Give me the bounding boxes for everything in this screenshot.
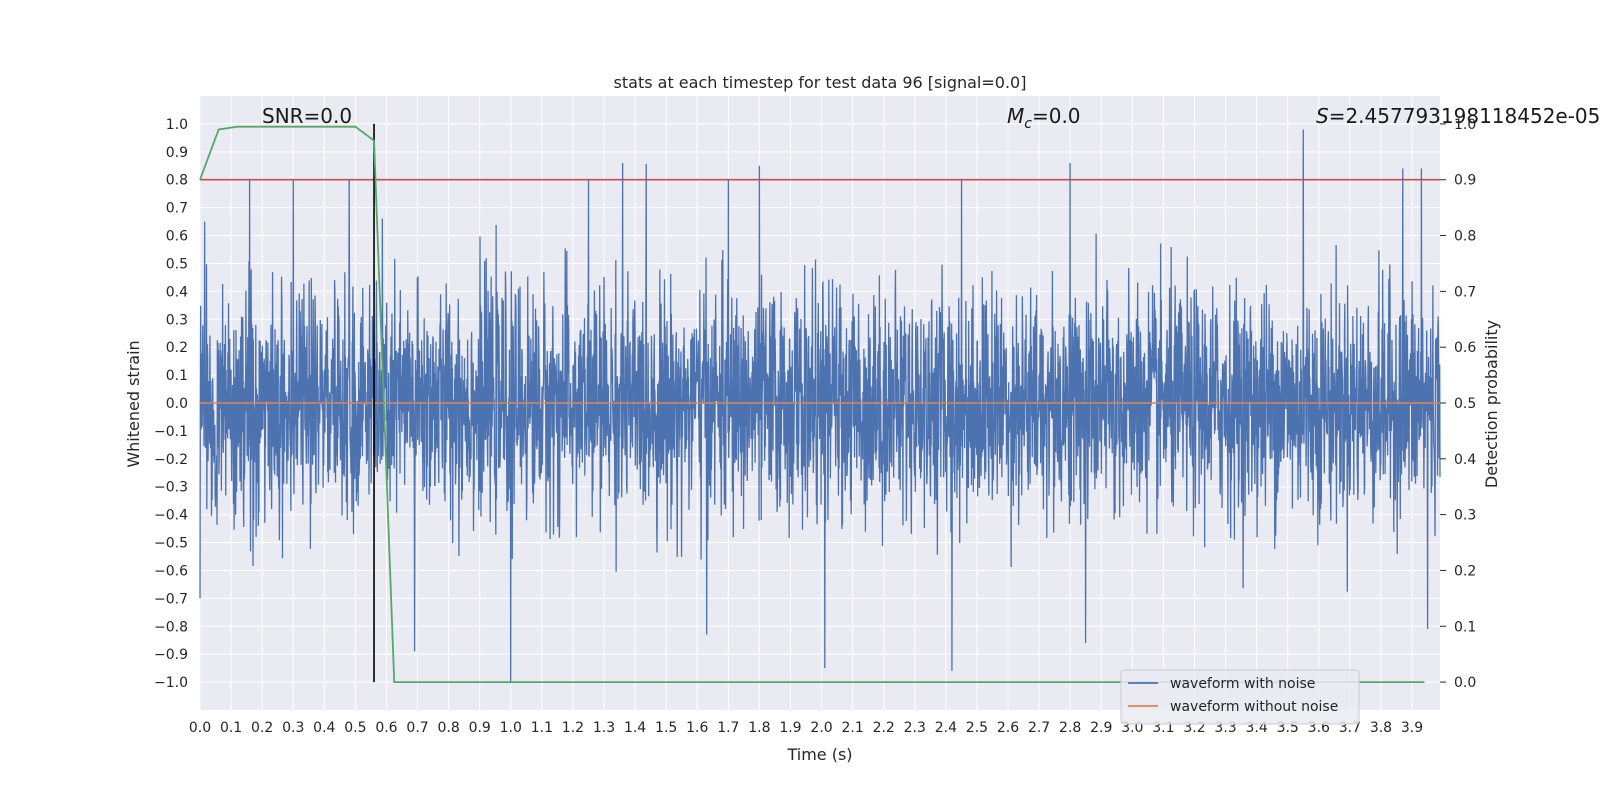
legend-label-clean: waveform without noise [1170, 699, 1338, 715]
y-tick-label: 0.7 [166, 201, 188, 217]
y2-tick-label: 0.7 [1454, 284, 1476, 300]
y2-tick-label: 0.3 [1454, 508, 1476, 524]
y2-tick-label: 0.2 [1454, 563, 1476, 579]
x-tick-label: 0.2 [251, 720, 273, 736]
series-waveform-with-noise [199, 129, 1441, 683]
y-tick-label: −0.3 [154, 480, 188, 496]
y-tick-label: 0.2 [166, 340, 188, 356]
y-tick-label: −0.5 [154, 536, 188, 552]
x-tick-label: 2.5 [966, 720, 988, 736]
legend: waveform with noise waveform without noi… [1120, 669, 1360, 725]
x-tick-label: 1.5 [655, 720, 677, 736]
y2-tick-label: 0.4 [1454, 452, 1476, 468]
y-tick-label: 0.4 [166, 284, 188, 300]
s-annotation: S=2.457793198118452e-05 [1316, 104, 1600, 128]
x-tick-label: 1.1 [531, 720, 553, 736]
y-tick-label: −0.7 [154, 591, 188, 607]
y2-tick-label: 1.0 [1454, 117, 1476, 133]
legend-label-noise: waveform with noise [1170, 676, 1315, 692]
x-tick-label: 0.4 [313, 720, 335, 736]
series-detection-probability [199, 125, 1425, 683]
x-tick-label: 2.2 [873, 720, 895, 736]
y-tick-label: −0.8 [154, 619, 188, 635]
y-tick-label: 0.6 [166, 229, 188, 245]
x-tick-label: 2.8 [1059, 720, 1081, 736]
y2-tick-label: 0.8 [1454, 229, 1476, 245]
y-tick-label: 1.0 [166, 117, 188, 133]
x-tick-label: 0.1 [220, 720, 242, 736]
x-tick-label: 0.3 [282, 720, 304, 736]
y-tick-label: −0.6 [154, 563, 188, 579]
x-tick-label: 0.5 [344, 720, 366, 736]
x-tick-label: 3.8 [1370, 720, 1392, 736]
series-layer [199, 129, 1441, 683]
x-tick-label: 1.8 [748, 720, 770, 736]
y-tick-label: 0.5 [166, 256, 188, 272]
y-tick-label: −0.2 [154, 452, 188, 468]
reference-lines [199, 123, 1440, 683]
x-tick-label: 0.8 [437, 720, 459, 736]
y-tick-label: −1.0 [154, 675, 188, 691]
y-tick-label: 0.0 [166, 396, 188, 412]
y-tick-label: 0.8 [166, 173, 188, 189]
x-tick-label: 1.0 [500, 720, 522, 736]
y-tick-label: −0.1 [154, 424, 188, 440]
x-tick-label: 2.3 [904, 720, 926, 736]
x-tick-label: 0.7 [406, 720, 428, 736]
x-tick-label: 0.0 [189, 720, 211, 736]
y2-tick-label: 0.0 [1454, 675, 1476, 691]
legend-box [1120, 669, 1360, 725]
x-tick-label: 2.6 [997, 720, 1019, 736]
y-tick-label: 0.9 [166, 145, 188, 161]
x-tick-label: 1.6 [686, 720, 708, 736]
mc-annotation: Mc=0.0 [1007, 104, 1081, 132]
x-tick-label: 1.9 [779, 720, 801, 736]
x-tick-label: 1.7 [717, 720, 739, 736]
snr-annotation: SNR=0.0 [262, 104, 352, 128]
x-tick-label: 0.6 [375, 720, 397, 736]
x-tick-label: 3.9 [1401, 720, 1423, 736]
x-tick-label: 2.1 [841, 720, 863, 736]
x-tick-label: 2.0 [810, 720, 832, 736]
chart-title: stats at each timestep for test data 96 … [614, 73, 1027, 92]
x-tick-label: 1.4 [624, 720, 646, 736]
x-axis-label: Time (s) [786, 745, 852, 764]
y-tick-label: −0.9 [154, 647, 188, 663]
x-tick-label: 2.7 [1028, 720, 1050, 736]
x-tick-label: 1.2 [562, 720, 584, 736]
y2-tick-label: 0.1 [1454, 619, 1476, 635]
x-tick-label: 1.3 [593, 720, 615, 736]
x-tick-label: 0.9 [469, 720, 491, 736]
x-tick-label: 2.9 [1090, 720, 1112, 736]
y2-tick-label: 0.6 [1454, 340, 1476, 356]
y-axis-label: Whitened strain [124, 340, 143, 467]
x-tick-label: 2.4 [935, 720, 957, 736]
y2-tick-label: 0.9 [1454, 173, 1476, 189]
y-tick-label: 0.3 [166, 312, 188, 328]
y2-tick-label: 0.5 [1454, 396, 1476, 412]
y-tick-label: −0.4 [154, 508, 188, 524]
y2-axis-label: Detection probability [1482, 320, 1501, 488]
y-tick-label: 0.1 [166, 368, 188, 384]
